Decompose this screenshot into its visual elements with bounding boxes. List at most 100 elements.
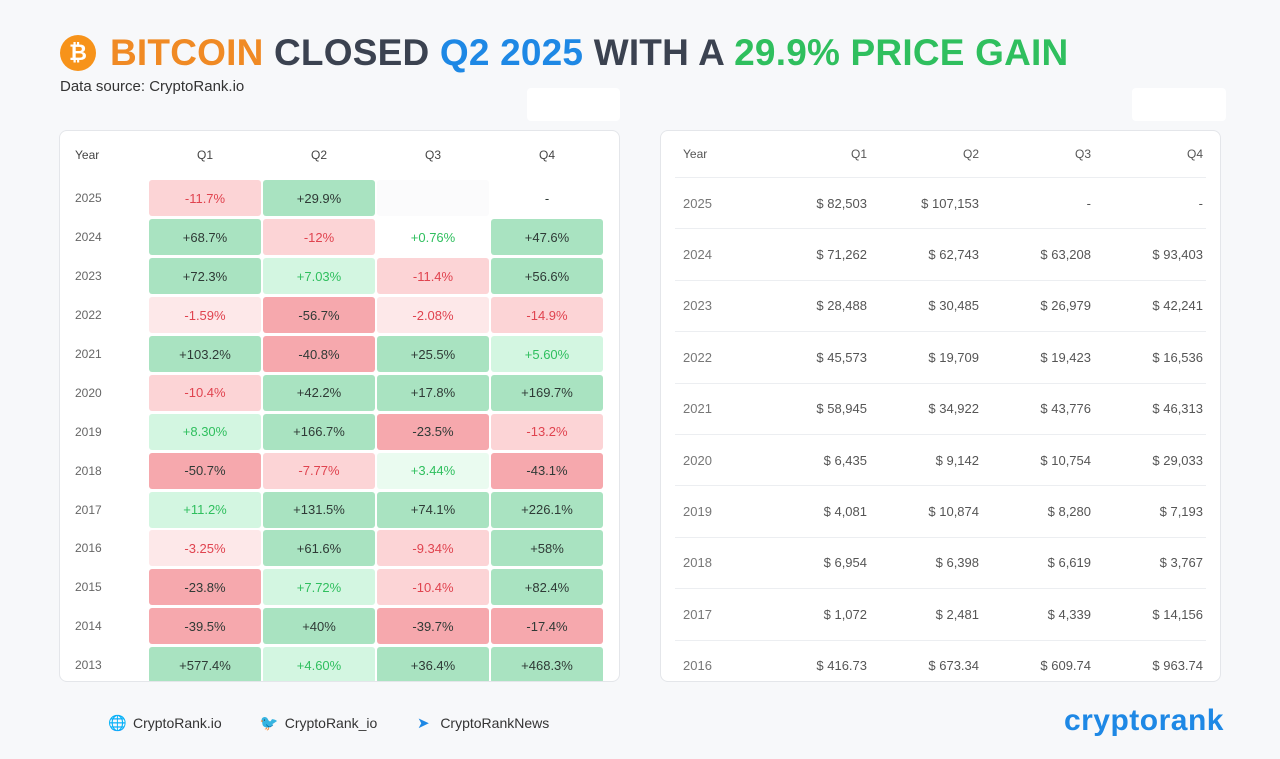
return-cell: -11.4% xyxy=(377,258,489,295)
title-closed: CLOSED xyxy=(263,32,440,73)
price-cell: - xyxy=(1086,195,1091,211)
return-cell: +169.7% xyxy=(491,374,603,411)
price-cell: $ 4,339 xyxy=(1047,606,1091,622)
return-cell: -12% xyxy=(263,219,375,256)
price-cell: $ 416.73 xyxy=(816,658,867,674)
price-cell: $ 71,262 xyxy=(816,247,867,263)
price-cell: $ 8,280 xyxy=(1047,504,1091,520)
return-cell: +577.4% xyxy=(149,647,261,681)
return-cell: -10.4% xyxy=(149,374,261,411)
title-row: ₿ BITCOIN CLOSED Q2 2025 WITH A 29.9% PR… xyxy=(60,32,1068,74)
return-cell: +5.60% xyxy=(491,336,603,372)
price-cell: $ 14,156 xyxy=(1152,606,1203,622)
return-cell: +61.6% xyxy=(263,530,375,567)
return-cell: +29.9% xyxy=(263,180,375,217)
return-cell: +166.7% xyxy=(263,413,375,450)
row-year: 2023 xyxy=(75,269,102,284)
table-row: 2024 $ 71,262 $ 62,743 $ 63,208 $ 93,403 xyxy=(675,229,1206,281)
row-year: 2013 xyxy=(75,658,102,673)
return-cell: - xyxy=(544,190,550,206)
price-cell: $ 30,485 xyxy=(928,298,979,314)
return-cell: -40.8% xyxy=(263,336,375,372)
table-row: 2016 -3.25% +61.6% -9.34% +58% xyxy=(60,529,619,568)
row-year: 2014 xyxy=(75,619,102,634)
price-cell: $ 93,403 xyxy=(1152,247,1203,263)
column-header-year: Year xyxy=(683,147,708,161)
title-with: WITH A xyxy=(583,32,735,73)
return-cell: +25.5% xyxy=(377,336,489,372)
twitter-link[interactable]: 🐦 CryptoRank_io xyxy=(260,714,378,732)
return-cell: -17.4% xyxy=(491,608,603,645)
table-row: 2021 +103.2% -40.8% +25.5% +5.60% xyxy=(60,335,619,374)
header: ₿ BITCOIN CLOSED Q2 2025 WITH A 29.9% PR… xyxy=(60,32,1068,95)
price-cell: $ 7,193 xyxy=(1159,504,1203,520)
return-cell: -39.5% xyxy=(149,608,261,645)
return-cell: -10.4% xyxy=(377,569,489,606)
title-gain: 29.9% PRICE GAIN xyxy=(734,32,1069,73)
return-cell: +226.1% xyxy=(491,491,603,528)
telegram-icon: ➤ xyxy=(417,715,430,732)
return-cell: -7.77% xyxy=(263,452,375,489)
column-header-q1: Q1 xyxy=(196,148,213,162)
price-cell: $ 673.34 xyxy=(928,658,979,674)
footer-links: 🌐 CryptoRank.io 🐦 CryptoRank_io ➤ Crypto… xyxy=(108,714,587,732)
table-row: 2025 -11.7% +29.9% - xyxy=(60,179,619,218)
return-cell: +4.60% xyxy=(263,647,375,681)
return-cell: +11.2% xyxy=(149,491,261,528)
returns-table-body: 2025 -11.7% +29.9% - 2024 +68.7% -12% +0.76% +47… xyxy=(60,179,619,681)
table-row: 2020 $ 6,435 $ 9,142 $ 10,754 $ 29,033 xyxy=(675,435,1206,487)
returns-table: Year Q1 Q2 Q3 Q4 2025 -11.7% +29.9% - 2024 +6… xyxy=(59,130,620,682)
return-cell: -56.7% xyxy=(263,297,375,334)
return-cell: +42.2% xyxy=(263,374,375,411)
return-cell: -39.7% xyxy=(377,608,489,645)
row-year: 2021 xyxy=(75,347,102,361)
brand-logo: cryptorank xyxy=(1063,704,1224,737)
price-cell: $ 9,142 xyxy=(935,452,979,468)
price-cell: $ 6,435 xyxy=(823,452,867,468)
table-row: 2015 -23.8% +7.72% -10.4% +82.4% xyxy=(60,568,619,607)
price-cell: $ 963.74 xyxy=(1152,658,1203,674)
column-header-q1: Q1 xyxy=(850,147,867,161)
price-cell: $ 58,945 xyxy=(816,401,867,417)
column-header-q2: Q2 xyxy=(310,148,327,162)
row-year: 2021 xyxy=(683,401,712,417)
return-cell: +36.4% xyxy=(377,647,489,681)
return-cell: -43.1% xyxy=(491,452,603,489)
return-cell: -2.08% xyxy=(377,297,489,334)
price-cell: $ 29,033 xyxy=(1152,452,1203,468)
return-cell: -3.25% xyxy=(149,530,261,567)
row-year: 2018 xyxy=(75,463,102,478)
twitter-icon: 🐦 xyxy=(259,715,279,732)
return-cell: +103.2% xyxy=(149,336,261,372)
website-link[interactable]: 🌐 CryptoRank.io xyxy=(108,714,222,732)
telegram-label: CryptoRankNews xyxy=(440,715,550,731)
price-cell: $ 63,208 xyxy=(1040,247,1091,263)
table-row: 2024 +68.7% -12% +0.76% +47.6% xyxy=(60,218,619,257)
row-year: 2022 xyxy=(683,349,712,365)
table-row: 2022 -1.59% -56.7% -2.08% -14.9% xyxy=(60,296,619,335)
price-cell: $ 16,536 xyxy=(1152,349,1203,365)
bitcoin-icon: ₿ xyxy=(60,35,96,71)
return-cell: +74.1% xyxy=(377,491,489,528)
telegram-link[interactable]: ➤ CryptoRankNews xyxy=(415,714,549,732)
price-cell: $ 6,954 xyxy=(823,555,867,571)
price-cell: $ 19,423 xyxy=(1040,349,1091,365)
return-cell: -14.9% xyxy=(491,297,603,334)
return-cell: +82.4% xyxy=(491,569,603,606)
data-source: Data source: CryptoRank.io xyxy=(60,78,245,95)
return-cell xyxy=(377,180,489,217)
twitter-label: CryptoRank_io xyxy=(284,715,378,731)
return-cell: -1.59% xyxy=(149,297,261,334)
return-cell: +58% xyxy=(491,530,603,567)
price-cell: $ 45,573 xyxy=(816,349,867,365)
price-cell: $ 26,979 xyxy=(1040,298,1091,314)
return-cell: -9.34% xyxy=(377,530,489,567)
table-row: 2022 $ 45,573 $ 19,709 $ 19,423 $ 16,536 xyxy=(675,332,1206,384)
return-cell: +7.03% xyxy=(263,258,375,295)
row-year: 2018 xyxy=(683,555,712,571)
table-row: 2014 -39.5% +40% -39.7% -17.4% xyxy=(60,607,619,646)
row-year: 2017 xyxy=(683,606,712,622)
row-year: 2024 xyxy=(683,247,712,263)
row-year: 2017 xyxy=(75,502,102,517)
row-year: 2020 xyxy=(75,385,102,400)
